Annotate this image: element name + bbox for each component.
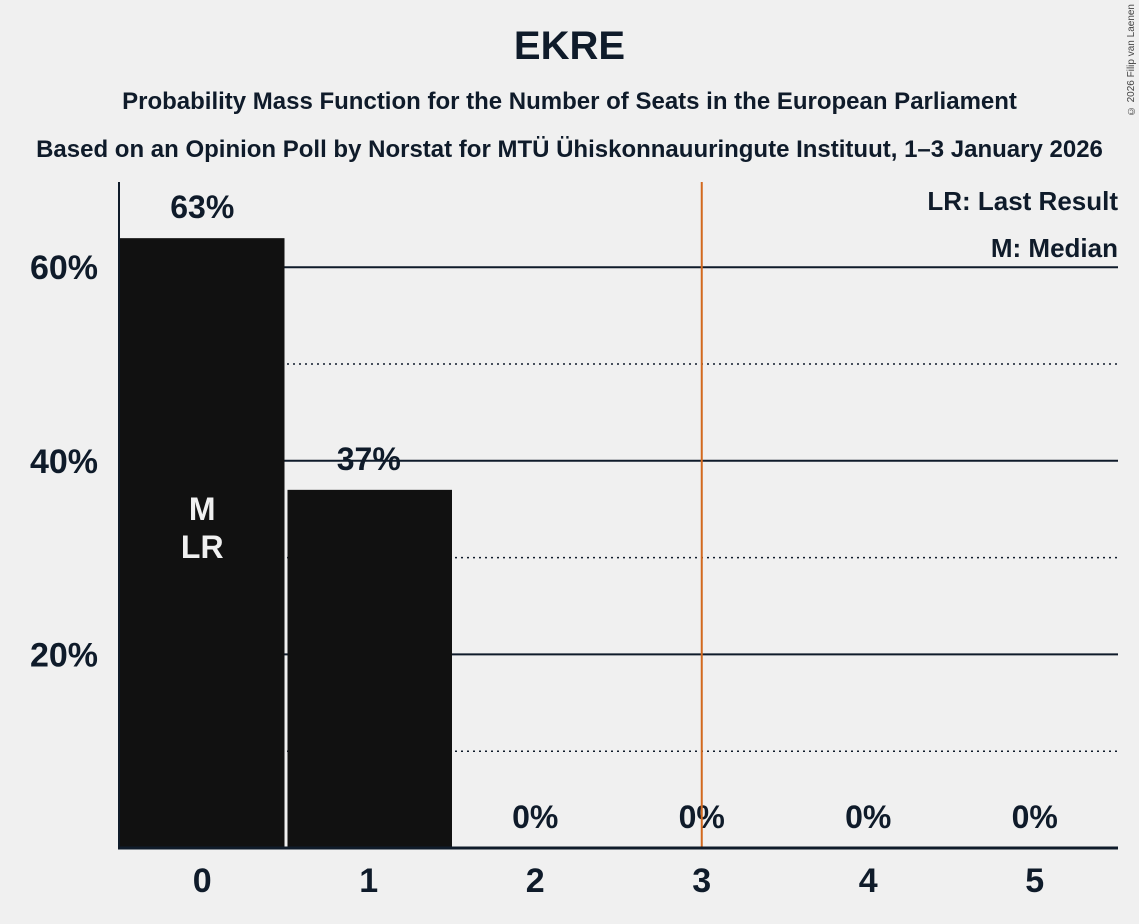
legend-last-result: LR: Last Result: [927, 186, 1118, 216]
x-tick-label: 4: [859, 862, 878, 900]
x-tick-label: 3: [692, 862, 711, 900]
value-label: 0%: [1012, 799, 1058, 835]
bar-annotation: LR: [181, 529, 224, 565]
x-tick-label: 1: [359, 862, 378, 900]
x-tick-label: 5: [1025, 862, 1044, 900]
x-tick-label: 0: [193, 862, 212, 900]
bar-annotation: M: [189, 491, 216, 527]
value-label: 0%: [845, 799, 891, 835]
y-tick-label: 40%: [30, 443, 98, 481]
y-tick-label: 60%: [30, 249, 98, 287]
legend-median: M: Median: [991, 233, 1118, 263]
chart-source: Based on an Opinion Poll by Norstat for …: [36, 136, 1103, 163]
value-label: 63%: [170, 189, 234, 225]
value-label: 0%: [512, 799, 558, 835]
bar-1: [287, 489, 452, 848]
chart-subtitle: Probability Mass Function for the Number…: [122, 88, 1017, 115]
y-tick-label: 20%: [30, 636, 98, 674]
x-tick-label: 2: [526, 862, 545, 900]
bar-0: [119, 238, 285, 848]
value-label: 37%: [337, 441, 401, 477]
chart-title: EKRE: [513, 24, 626, 68]
